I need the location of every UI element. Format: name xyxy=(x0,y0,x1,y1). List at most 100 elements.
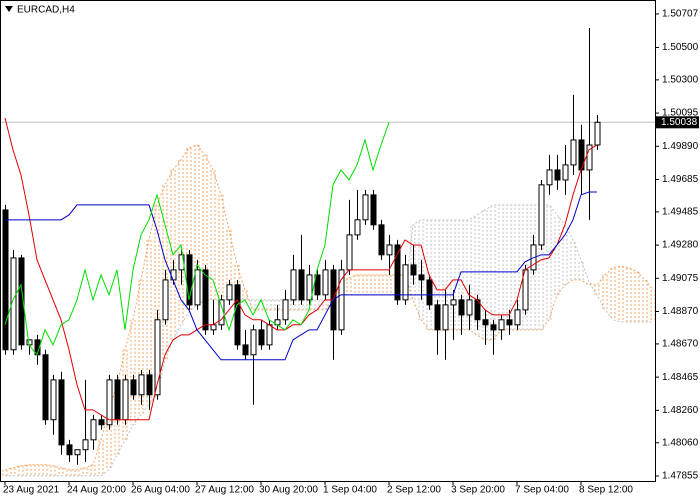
last-price-label: 1.50038 xyxy=(661,117,698,128)
candle-body xyxy=(322,269,329,296)
candle-body xyxy=(234,284,241,346)
candle-body xyxy=(114,379,121,421)
candle-body xyxy=(18,257,25,346)
plot-frame xyxy=(0,0,656,482)
candle-body xyxy=(170,269,177,281)
y-tick-label: 1.50300 xyxy=(662,75,699,86)
y-tick-label: 1.49075 xyxy=(662,273,699,284)
candle-body xyxy=(506,319,513,326)
candle-body xyxy=(242,344,249,356)
candle-body xyxy=(306,274,313,301)
candle-body xyxy=(122,379,129,421)
candle-body xyxy=(466,299,473,316)
candle-body xyxy=(546,169,553,186)
senkou-span-a xyxy=(4,144,654,471)
candle-body xyxy=(402,264,409,301)
candle-body xyxy=(266,324,273,346)
candle-body xyxy=(450,299,457,306)
candle-body xyxy=(202,269,209,331)
candle-body xyxy=(378,224,385,256)
candle-body xyxy=(258,329,265,346)
candle-body xyxy=(442,304,449,331)
candle-body xyxy=(554,169,561,181)
candle-body xyxy=(346,234,353,271)
candle-body xyxy=(338,269,345,331)
candle-body xyxy=(514,309,521,326)
y-tick-label: 1.49280 xyxy=(662,240,699,251)
candle-body xyxy=(434,304,441,331)
x-tick-label: 30 Aug 20:00 xyxy=(259,485,318,496)
candle-body xyxy=(362,194,369,221)
candle-body xyxy=(370,194,377,226)
candle-body xyxy=(490,324,497,331)
candle-body xyxy=(282,299,289,321)
candle-body xyxy=(194,269,201,306)
candle-body xyxy=(418,274,425,281)
y-tick-label: 1.50500 xyxy=(662,42,699,53)
y-tick-label: 1.49685 xyxy=(662,174,699,185)
y-tick-label: 1.48060 xyxy=(662,437,699,448)
candle-body xyxy=(58,379,65,446)
y-tick-label: 1.48465 xyxy=(662,372,699,383)
candle-body xyxy=(2,209,9,351)
y-tick-label: 1.49890 xyxy=(662,141,699,152)
candle-body xyxy=(210,324,217,331)
axis-layer: 1.50707 1.50500 1.50300 1.50095 1.49890 1.496… xyxy=(3,9,699,496)
candle-body xyxy=(138,374,145,396)
y-tick-label: 1.48870 xyxy=(662,306,699,317)
candle-body xyxy=(98,419,105,426)
candle-body xyxy=(562,164,569,181)
x-tick-label: 26 Aug 04:00 xyxy=(131,485,190,496)
candle-body xyxy=(50,379,57,421)
candle-body xyxy=(186,254,193,306)
candle-body xyxy=(586,144,593,171)
candle-body xyxy=(106,379,113,426)
x-tick-label: 3 Sep 20:00 xyxy=(451,485,505,496)
candle-body xyxy=(498,319,505,331)
y-tick-label: 1.48260 xyxy=(662,405,699,416)
candle-body xyxy=(82,439,89,451)
y-tick-label: 1.47855 xyxy=(662,471,699,482)
candle-body xyxy=(154,319,161,396)
indicator-line xyxy=(4,122,390,356)
candle-body xyxy=(314,274,321,296)
y-tick-label: 1.50095 xyxy=(662,108,699,119)
y-tick-label: 1.48670 xyxy=(662,339,699,350)
candle-body xyxy=(26,339,33,346)
candle-body xyxy=(10,257,17,351)
candle-body xyxy=(298,269,305,301)
candle-body xyxy=(42,354,49,421)
y-tick-label: 1.49485 xyxy=(662,207,699,218)
x-tick-label: 24 Aug 20:00 xyxy=(67,485,126,496)
x-tick-label: 27 Aug 12:00 xyxy=(195,485,254,496)
chart-title: EURCAD,H4 xyxy=(17,5,75,16)
x-tick-label: 2 Sep 12:00 xyxy=(387,485,441,496)
candle-body xyxy=(290,269,297,301)
x-tick-label: 23 Aug 2021 xyxy=(3,485,60,496)
candle-body xyxy=(146,374,153,396)
candle-body xyxy=(538,184,545,246)
candle-body xyxy=(594,121,601,146)
candle-body xyxy=(218,299,225,326)
candle-body xyxy=(162,279,169,321)
indicator-layer xyxy=(4,117,598,421)
candle-body xyxy=(386,244,393,256)
indicator-line xyxy=(5,191,597,361)
candle-body xyxy=(410,264,417,276)
candle-body xyxy=(426,279,433,306)
candle-body xyxy=(66,444,73,456)
x-tick-label: 8 Sep 12:00 xyxy=(579,485,633,496)
candle-body xyxy=(250,329,257,356)
candle-body xyxy=(458,299,465,316)
candle-body xyxy=(570,139,577,166)
y-tick-label: 1.50707 xyxy=(662,9,699,20)
candle-body xyxy=(482,319,489,326)
symbol-menu-icon[interactable] xyxy=(5,6,13,12)
candle-body xyxy=(130,379,137,396)
candle-body xyxy=(394,244,401,301)
candle-body xyxy=(90,419,97,441)
candle-body xyxy=(74,449,81,456)
candle-layer xyxy=(2,28,601,465)
